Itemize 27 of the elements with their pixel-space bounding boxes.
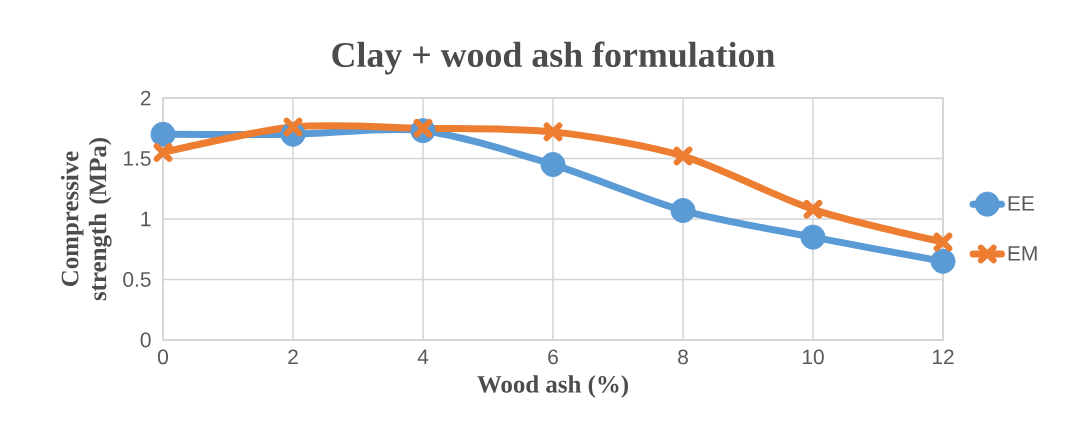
point (150, 121, 176, 147)
y-tick-label: 1.5 (124, 151, 151, 166)
point (930, 248, 956, 274)
x-tick-label: 6 (548, 349, 558, 365)
x-axis-title: Wood ash (%) (477, 375, 628, 398)
legend-label: EM (1008, 246, 1037, 261)
x-tick-label: 0 (158, 349, 169, 365)
chart-title: Clay + wood ash formulation (332, 41, 775, 75)
point (800, 224, 826, 250)
legend-label: EE (1008, 196, 1034, 211)
point (670, 198, 696, 224)
y-tick-label: 0 (140, 332, 151, 348)
point (803, 199, 823, 219)
point (540, 152, 566, 178)
y-tick-label: 2 (140, 90, 151, 106)
x-tick-label: 8 (678, 349, 688, 365)
x-tick-label: 4 (417, 349, 429, 364)
y-tick-label: 1 (141, 211, 151, 227)
y-axis-title: Compressive strength (MPa) (60, 138, 112, 301)
point (153, 143, 173, 162)
x-tick-label: 10 (802, 349, 824, 365)
y-tick-label: 0.5 (123, 272, 151, 287)
x-tick-label: 2 (288, 349, 298, 365)
point (543, 122, 563, 142)
x-tick-label: 12 (932, 349, 954, 365)
point (933, 232, 953, 252)
point (673, 146, 693, 166)
